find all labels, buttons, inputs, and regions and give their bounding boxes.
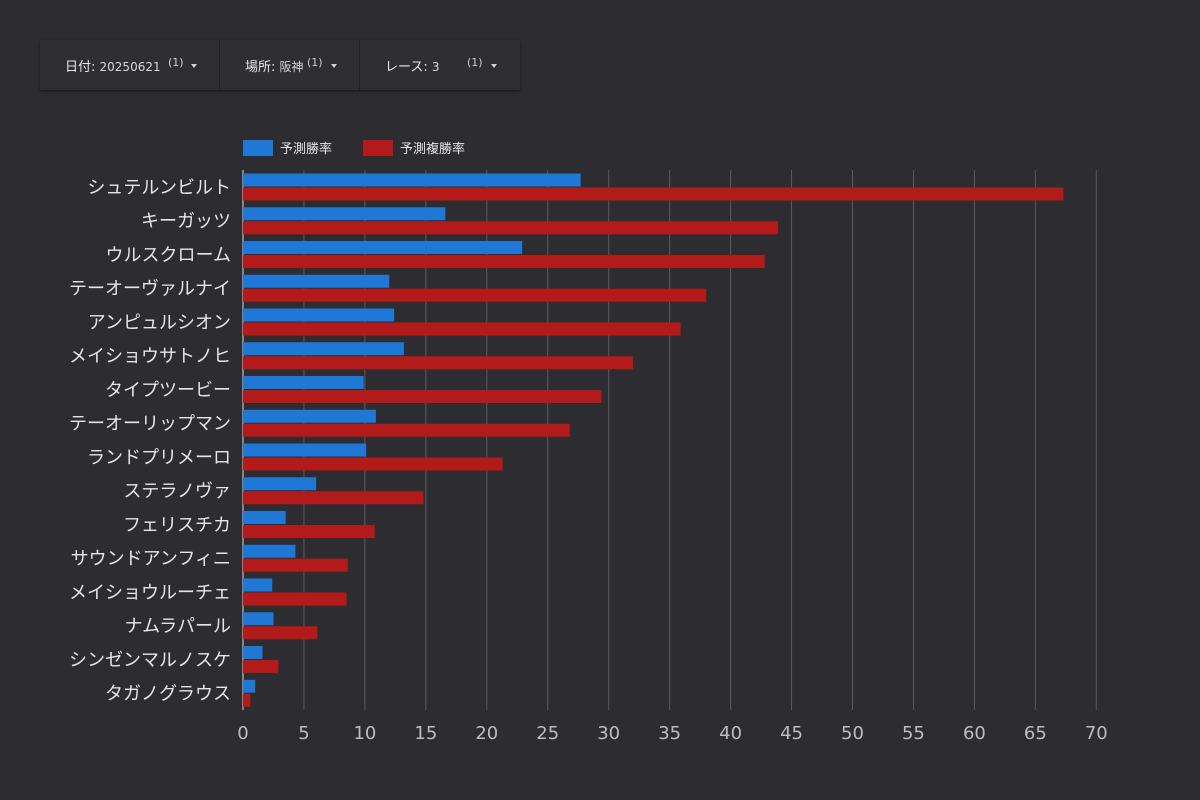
bar-place bbox=[243, 491, 424, 505]
category-label: テーオーヴァルナイ bbox=[69, 279, 231, 300]
bar-win bbox=[243, 173, 581, 187]
category-labels: シュテルンビルトキーガッツウルスクロームテーオーヴァルナイアンピュルシオンメイシ… bbox=[69, 177, 231, 704]
date-filter-label: 日付: 20250621 bbox=[65, 60, 161, 75]
legend-label: 予測複勝率 bbox=[400, 141, 465, 157]
x-tick-label: 65 bbox=[1024, 723, 1047, 744]
bar-win bbox=[243, 544, 296, 558]
legend-label: 予測勝率 bbox=[280, 141, 332, 157]
bar-win bbox=[243, 477, 317, 491]
bar-place bbox=[243, 423, 570, 437]
bar-win bbox=[243, 646, 263, 659]
bar-win bbox=[243, 376, 364, 389]
category-label: メイショウサトノヒ bbox=[69, 346, 231, 367]
category-label: タガノグラウス bbox=[105, 684, 231, 705]
category-label: サウンドアンフィニ bbox=[71, 549, 231, 570]
race-filter-label: レース: 3 bbox=[385, 60, 440, 75]
category-label: シンゼンマルノスケ bbox=[69, 650, 231, 671]
chevron-down-icon bbox=[191, 64, 197, 68]
x-tick-label: 50 bbox=[841, 723, 864, 744]
category-label: メイショウルーチェ bbox=[69, 582, 231, 603]
bar-place bbox=[243, 288, 707, 302]
legend-swatch bbox=[363, 140, 393, 156]
bar-place bbox=[243, 592, 347, 606]
x-tick-label: 45 bbox=[780, 723, 803, 744]
bar-win bbox=[243, 612, 274, 626]
bar-win bbox=[243, 409, 376, 423]
race-filter-count: (1) bbox=[467, 56, 483, 69]
x-tick-label: 70 bbox=[1085, 723, 1108, 744]
category-label: ナムラパール bbox=[125, 616, 231, 637]
category-label: アンピュルシオン bbox=[88, 312, 231, 333]
race-filter[interactable]: レース: 3 (1) bbox=[360, 40, 520, 90]
category-label: ウルスクローム bbox=[106, 245, 231, 266]
bar-place bbox=[243, 322, 681, 336]
x-tick-label: 20 bbox=[475, 723, 498, 744]
bar-place bbox=[243, 558, 348, 572]
category-label: ステラノヴァ bbox=[123, 481, 231, 502]
category-label: テーオーリップマン bbox=[69, 414, 231, 435]
x-tick-label: 35 bbox=[658, 723, 681, 744]
bar-place bbox=[243, 525, 375, 538]
venue-filter-count: (1) bbox=[307, 56, 323, 69]
bar-win bbox=[243, 578, 273, 592]
category-label: キーガッツ bbox=[141, 211, 231, 232]
x-tick-label: 5 bbox=[298, 723, 309, 744]
bar-place bbox=[243, 693, 251, 707]
bar-win bbox=[243, 241, 523, 254]
filter-bar: 日付: 20250621 (1) 場所: 阪神 (1) レース: 3 (1) bbox=[40, 40, 520, 90]
x-tick-label: 40 bbox=[719, 723, 742, 744]
bars bbox=[243, 173, 1064, 707]
x-tick-label: 10 bbox=[353, 723, 376, 744]
x-tick-label: 55 bbox=[902, 723, 925, 744]
bar-place bbox=[243, 255, 765, 268]
x-tick-label: 25 bbox=[536, 723, 559, 744]
bar-win bbox=[243, 308, 395, 322]
bar-place bbox=[243, 356, 634, 370]
bar-place bbox=[243, 187, 1064, 201]
bar-win bbox=[243, 342, 404, 356]
x-axis-ticks: 0 5 10 15 20 25 30 35 40 45 50 55 60 65 70 bbox=[237, 723, 1107, 744]
bar-win bbox=[243, 511, 286, 524]
bar-win bbox=[243, 207, 446, 221]
category-label: ランドプリメーロ bbox=[87, 447, 231, 468]
bar-place bbox=[243, 660, 279, 673]
bar-win bbox=[243, 274, 390, 288]
bar-win bbox=[243, 443, 367, 457]
chevron-down-icon bbox=[331, 64, 337, 68]
legend: 予測勝率 予測複勝率 bbox=[243, 140, 465, 157]
bar-place bbox=[243, 626, 318, 640]
venue-filter-label: 場所: 阪神 bbox=[245, 60, 304, 75]
bar-place bbox=[243, 390, 602, 403]
category-label: タイプツービー bbox=[105, 380, 231, 401]
x-tick-label: 30 bbox=[597, 723, 620, 744]
venue-filter[interactable]: 場所: 阪神 (1) bbox=[220, 40, 360, 90]
category-label: フェリスチカ bbox=[123, 515, 231, 536]
bar-place bbox=[243, 221, 779, 235]
date-filter-count: (1) bbox=[168, 56, 184, 69]
bar-win bbox=[243, 679, 256, 693]
chevron-down-icon bbox=[491, 64, 497, 68]
x-tick-label: 60 bbox=[963, 723, 986, 744]
category-label: シュテルンビルト bbox=[87, 177, 231, 198]
date-filter[interactable]: 日付: 20250621 (1) bbox=[40, 40, 220, 90]
x-tick-label: 15 bbox=[414, 723, 437, 744]
x-tick-label: 0 bbox=[237, 723, 248, 744]
bar-place bbox=[243, 457, 503, 471]
legend-swatch bbox=[243, 140, 273, 156]
